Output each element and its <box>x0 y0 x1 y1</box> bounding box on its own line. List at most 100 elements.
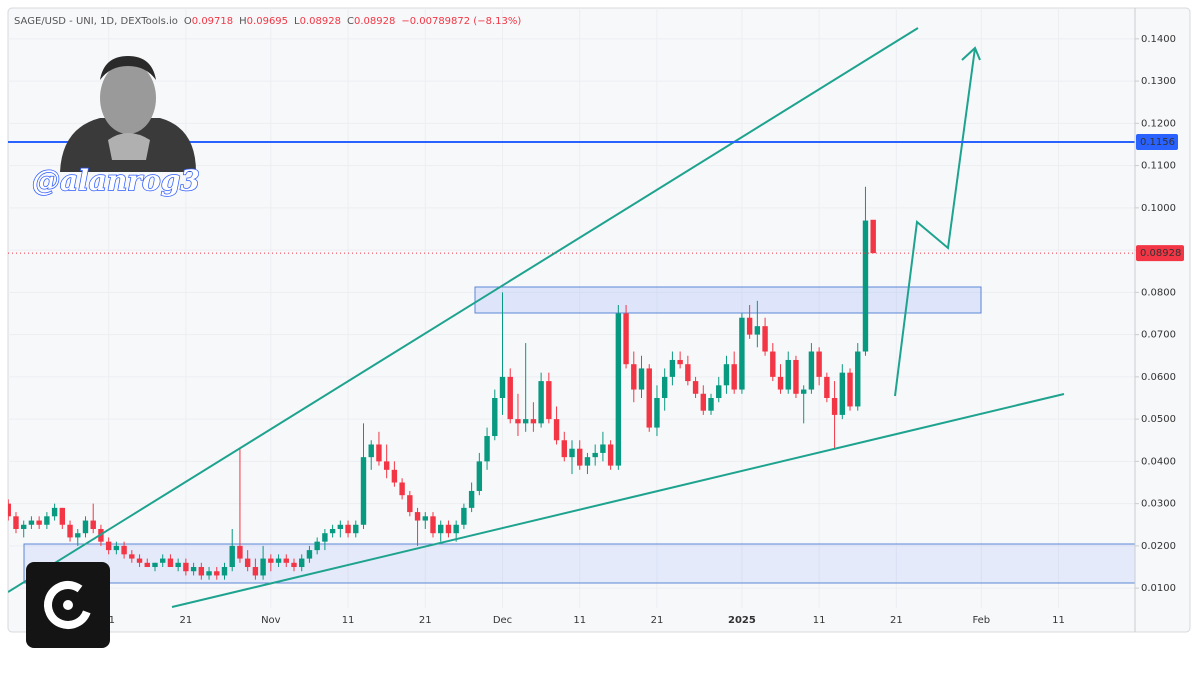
candle-body <box>476 461 483 491</box>
candle-body <box>492 398 498 437</box>
logo-dot <box>63 600 73 610</box>
candle-body <box>723 364 730 386</box>
y-tick-label: 0.1400 <box>1141 34 1176 45</box>
y-tick-label: 0.0200 <box>1141 541 1176 552</box>
candle-body <box>762 326 768 352</box>
last-price-label: 0.08928 <box>1140 248 1181 259</box>
candle-body <box>206 571 212 576</box>
ohlc-label: H <box>239 16 247 27</box>
candle-body <box>430 516 436 534</box>
candle-body <box>777 376 784 390</box>
level-label: 0.1156 <box>1140 137 1175 148</box>
candle-body <box>816 351 822 377</box>
candle-body <box>654 398 660 428</box>
last-price-box <box>1136 245 1184 262</box>
candle-body <box>399 482 405 496</box>
candle-body <box>152 562 158 568</box>
candle-body <box>414 512 421 521</box>
candle-body <box>708 398 714 411</box>
ohlc-value: 0.09695 <box>247 16 288 27</box>
candle-body <box>221 567 228 576</box>
candle-body <box>21 524 27 529</box>
candle-body <box>445 524 452 534</box>
y-tick-label: 0.0300 <box>1141 499 1176 510</box>
candle-body <box>793 359 799 394</box>
candle-body <box>13 516 19 529</box>
candle-body <box>299 558 305 568</box>
candle-body <box>553 419 560 441</box>
candle-body <box>268 558 274 563</box>
x-tick-label: Nov <box>261 615 281 626</box>
candle-body <box>67 524 73 538</box>
candle-body <box>44 516 50 525</box>
candle-body <box>607 444 614 466</box>
candle-body <box>569 448 575 458</box>
candle-body <box>800 389 807 394</box>
logo-ring <box>44 581 92 629</box>
x-tick-label: 21 <box>180 615 193 626</box>
candle-body <box>855 351 861 407</box>
y-tick-label: 0.0500 <box>1141 414 1176 425</box>
y-tick-label: 0.0800 <box>1141 287 1176 298</box>
candle-body <box>847 372 853 407</box>
candle-body <box>244 558 251 568</box>
x-tick-label: 11 <box>573 615 586 626</box>
candle-body <box>638 368 645 390</box>
candle-body <box>561 440 567 458</box>
candle-body <box>113 545 120 551</box>
candle-body <box>507 376 513 420</box>
y-tick-label: 0.0700 <box>1141 330 1176 341</box>
candle-body <box>546 381 552 420</box>
candle-body <box>461 507 467 525</box>
y-tick-label: 0.0600 <box>1141 372 1176 383</box>
candle-body <box>530 419 537 424</box>
candle-body <box>383 461 390 470</box>
resistance-zone <box>474 286 982 314</box>
candle-body <box>661 376 668 398</box>
candle-body <box>198 567 205 576</box>
avatar-head <box>100 62 156 134</box>
x-tick-label: 21 <box>419 615 432 626</box>
candle-body <box>167 558 174 568</box>
candle-body <box>692 381 699 394</box>
candle-body <box>600 444 606 453</box>
watermark: @alanrog3 <box>32 164 200 197</box>
candle-body <box>252 567 259 576</box>
candle-body <box>214 571 220 576</box>
candle-body <box>677 359 683 365</box>
price-change: −0.00789872 (−8.13%) <box>401 16 521 27</box>
candle-body <box>407 495 413 513</box>
candles <box>8 186 1135 580</box>
candle-body <box>105 541 112 551</box>
symbol-title: SAGE/USD - UNI, 1D, DEXTools.io <box>14 16 178 27</box>
candle-body <box>592 452 598 458</box>
candle-body <box>175 562 181 568</box>
upper-trend-line <box>8 27 919 593</box>
candle-body <box>438 524 444 534</box>
candle-body <box>360 457 367 525</box>
candle-body <box>237 545 243 559</box>
candle-body <box>615 313 622 466</box>
candle-body <box>746 317 753 335</box>
candle-body <box>51 507 58 517</box>
avatar-hands <box>108 133 150 160</box>
candle-body <box>522 419 529 424</box>
candle-body <box>329 528 336 534</box>
support-zone <box>23 543 1135 584</box>
ohlc-label: C <box>347 16 354 27</box>
x-tick-label: 11 <box>1052 615 1065 626</box>
x-tick-label: 11 <box>813 615 826 626</box>
projection-arrow <box>894 47 976 397</box>
avatar-hair <box>100 56 156 80</box>
candle-body <box>121 545 127 555</box>
candle-body <box>422 516 428 521</box>
ohlc-label: L <box>294 16 300 27</box>
candle-body <box>862 220 869 352</box>
candle-body <box>808 351 815 390</box>
ohlc-label: O <box>184 16 192 27</box>
candle-body <box>754 326 761 335</box>
trend-drawings <box>8 27 1135 608</box>
ohlc-value: 0.08928 <box>300 16 341 27</box>
candle-body <box>8 503 11 517</box>
candle-body <box>144 562 150 568</box>
